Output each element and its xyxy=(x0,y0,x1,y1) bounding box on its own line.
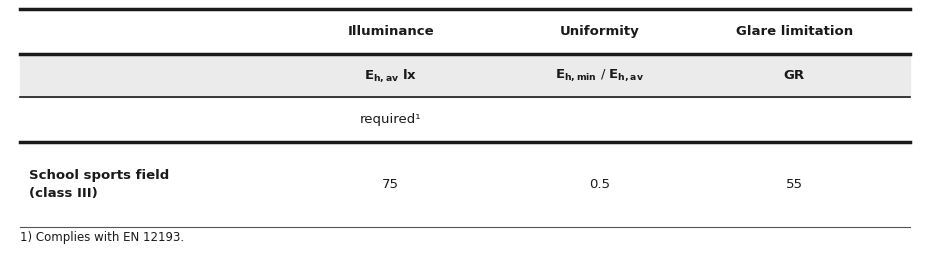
Text: Uniformity: Uniformity xyxy=(560,25,639,38)
Text: 1) Complies with EN 12193.: 1) Complies with EN 12193. xyxy=(20,231,184,244)
Text: GR: GR xyxy=(784,69,804,82)
Text: 55: 55 xyxy=(786,178,803,191)
Text: $\mathbf{E}_{\mathbf{h,av}}$ lx: $\mathbf{E}_{\mathbf{h,av}}$ lx xyxy=(365,67,418,84)
Text: School sports field
(class III): School sports field (class III) xyxy=(29,169,169,200)
Text: Glare limitation: Glare limitation xyxy=(736,25,853,38)
Text: 0.5: 0.5 xyxy=(589,178,610,191)
Text: Illuminance: Illuminance xyxy=(348,25,434,38)
Text: 75: 75 xyxy=(382,178,399,191)
Text: required¹: required¹ xyxy=(360,113,421,126)
Text: $\mathbf{E}_{\mathbf{h,min}}$ / $\mathbf{E}_{\mathbf{h,av}}$: $\mathbf{E}_{\mathbf{h,min}}$ / $\mathbf… xyxy=(555,68,644,83)
Bar xyxy=(20,54,910,97)
